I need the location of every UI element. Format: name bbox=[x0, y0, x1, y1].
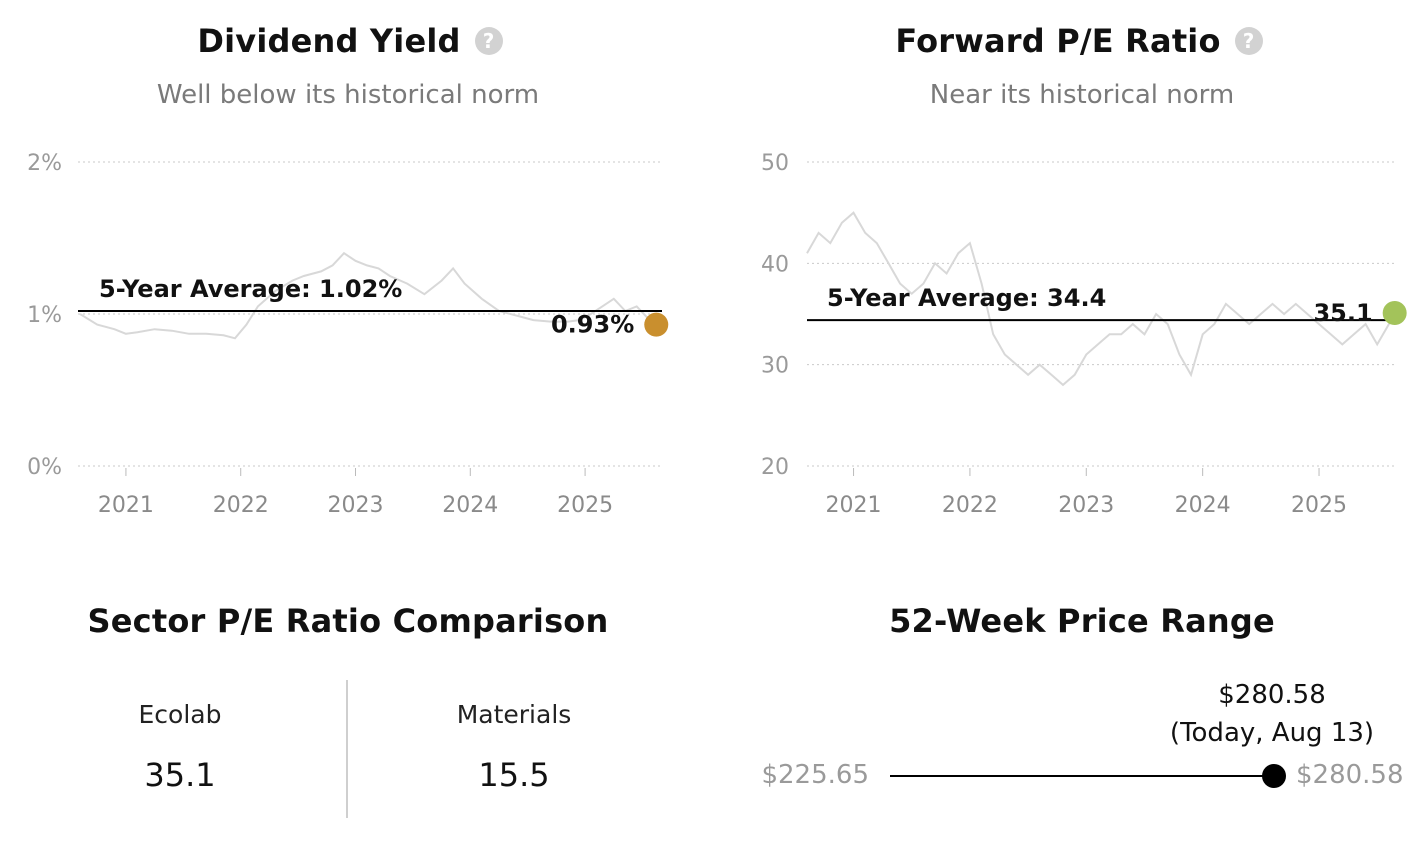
y-tick-label: 0% bbox=[27, 455, 62, 480]
question-circle-icon[interactable]: ? bbox=[1234, 27, 1263, 55]
current-value-label: 35.1 bbox=[1313, 299, 1372, 327]
sector-comparison-title: Sector P/E Ratio Comparison bbox=[87, 602, 609, 640]
y-tick-label: 1% bbox=[27, 303, 62, 328]
x-tick-label: 2024 bbox=[1175, 493, 1231, 518]
y-tick-label: 20 bbox=[761, 455, 789, 480]
dividend-yield-panel: Dividend Yield? Well below its historica… bbox=[0, 0, 709, 540]
forward-pe-title: Forward P/E Ratio? bbox=[709, 22, 1418, 60]
price-range-title: 52-Week Price Range bbox=[889, 602, 1275, 640]
forward-pe-subtitle: Near its historical norm bbox=[929, 80, 1235, 110]
price-range-marker bbox=[1262, 764, 1286, 788]
x-tick-label: 2021 bbox=[826, 493, 882, 518]
price-low: $225.65 bbox=[761, 760, 869, 790]
current-value-label: 0.93% bbox=[551, 311, 634, 339]
sector-comparison-panel: Sector P/E Ratio Comparison Ecolab 35.1 … bbox=[0, 560, 709, 848]
price-high: $280.58 bbox=[1296, 760, 1404, 790]
forward-pe-panel: Forward P/E Ratio? Near its historical n… bbox=[709, 0, 1418, 540]
x-tick-label: 2025 bbox=[1291, 493, 1347, 518]
question-circle-icon[interactable]: ? bbox=[474, 27, 503, 55]
price-current-value: $280.58 bbox=[1218, 680, 1326, 710]
sector-divider bbox=[346, 680, 348, 818]
dividend-yield-title: Dividend Yield? bbox=[0, 22, 700, 60]
x-tick-label: 2022 bbox=[213, 493, 269, 518]
y-tick-label: 40 bbox=[761, 252, 789, 277]
x-tick-label: 2023 bbox=[1058, 493, 1114, 518]
average-label: 5-Year Average: 34.4 bbox=[827, 284, 1106, 312]
current-value-dot bbox=[1382, 300, 1407, 325]
y-tick-label: 50 bbox=[761, 151, 789, 176]
y-tick-label: 30 bbox=[761, 354, 789, 379]
average-label: 5-Year Average: 1.02% bbox=[99, 275, 402, 303]
sector-left-value: 35.1 bbox=[144, 756, 216, 794]
y-tick-label: 2% bbox=[27, 151, 62, 176]
x-tick-label: 2025 bbox=[557, 493, 613, 518]
series-line bbox=[79, 251, 657, 340]
x-tick-label: 2021 bbox=[98, 493, 154, 518]
series-line bbox=[806, 211, 1396, 387]
sector-right-value: 15.5 bbox=[478, 756, 550, 794]
dividend-yield-chart: 0% 1% 2% 2021 2022 2023 2024 2025 5-Year Average… bbox=[27, 151, 669, 518]
x-tick-label: 2024 bbox=[442, 493, 498, 518]
x-tick-label: 2022 bbox=[942, 493, 998, 518]
current-value-dot bbox=[644, 312, 669, 337]
sector-right-label: Materials bbox=[456, 700, 572, 729]
dividend-yield-subtitle: Well below its historical norm bbox=[156, 80, 540, 110]
price-range-track bbox=[890, 775, 1274, 777]
price-range-panel: 52-Week Price Range $280.58 (Today, Aug … bbox=[709, 560, 1418, 848]
forward-pe-chart: 20 30 40 50 2021 2022 2023 2024 2025 5-Year Avera… bbox=[761, 151, 1407, 518]
x-tick-label: 2023 bbox=[328, 493, 384, 518]
sector-left-label: Ecolab bbox=[138, 700, 222, 729]
price-current-note: (Today, Aug 13) bbox=[1169, 718, 1375, 748]
